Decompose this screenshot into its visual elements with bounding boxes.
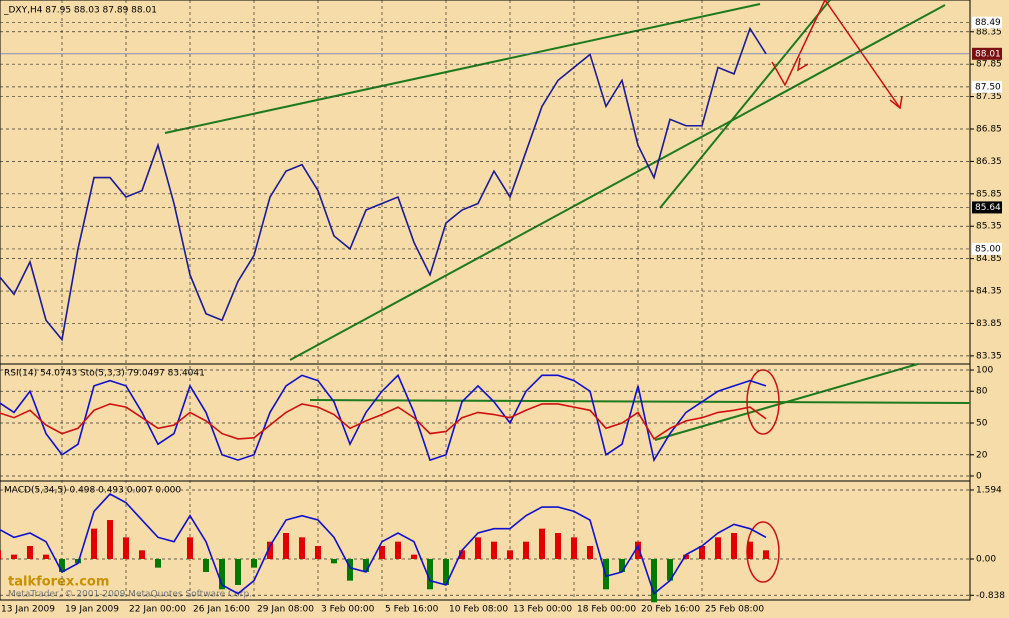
bar: [283, 533, 289, 559]
bar: [651, 558, 657, 603]
series-line: [0, 26, 767, 342]
bar: [635, 541, 641, 559]
y-tick-label: 87.35: [976, 92, 1002, 102]
y-tick-label: 84.85: [976, 254, 1002, 264]
x-tick-label: 19 Jan 2009: [65, 605, 119, 615]
x-tick-label: 10 Feb 08:00: [449, 605, 508, 615]
y-tick-label: 0: [976, 471, 982, 481]
bar: [11, 554, 17, 559]
y-tick-label: 80: [976, 387, 988, 397]
x-tick-label: 5 Feb 16:00: [385, 605, 439, 615]
bar: [315, 546, 321, 559]
bar: [715, 537, 721, 559]
bar: [587, 546, 593, 559]
y-tick-label: 100: [976, 366, 993, 376]
x-tick-label: 13 Jan 2009: [1, 605, 55, 615]
bar: [123, 537, 129, 559]
price-level-label: 88.01: [975, 49, 1001, 59]
x-tick-label: 29 Jan 08:00: [257, 605, 314, 615]
series-line: [0, 403, 767, 441]
bar: [523, 541, 529, 559]
bar: [0, 550, 1, 559]
price-level-box: [972, 47, 1002, 60]
bar: [235, 558, 241, 585]
y-tick-label: -0.838: [976, 591, 1005, 601]
y-tick-label: 83.35: [976, 351, 1002, 361]
y-tick-label: 83.85: [976, 319, 1002, 329]
y-tick-label: 88.35: [976, 27, 1002, 37]
bar: [571, 537, 577, 559]
x-tick-label: 26 Jan 16:00: [193, 605, 250, 615]
bar: [363, 558, 369, 572]
x-tick-label: 22 Jan 00:00: [129, 605, 186, 615]
pane-title: _DXY,H4 87.95 88.03 87.89 88.01: [3, 6, 157, 16]
bar: [187, 537, 193, 559]
x-tick-label: 13 Feb 00:00: [513, 605, 572, 615]
bar: [667, 558, 673, 581]
bar: [443, 558, 449, 585]
bar: [763, 550, 769, 559]
bar: [43, 554, 49, 559]
bar: [507, 550, 513, 559]
y-tick-label: 87.85: [976, 60, 1002, 70]
watermark: MetaTrader, © 2001-2009 MetaQuotes Softw…: [8, 590, 252, 600]
x-tick-label: 3 Feb 00:00: [321, 605, 375, 615]
bar: [683, 554, 689, 559]
bar: [347, 558, 353, 581]
bar: [747, 541, 753, 559]
price-level-box: [972, 242, 1002, 255]
bar: [267, 541, 273, 559]
price-level-label: 88.49: [975, 18, 1001, 28]
bar: [331, 558, 337, 564]
y-tick-label: 86.85: [976, 124, 1002, 134]
bar: [411, 554, 417, 559]
price-level-box: [972, 201, 1002, 214]
series-line: [0, 373, 767, 463]
price-level-box: [972, 80, 1002, 93]
bar: [699, 546, 705, 559]
bar: [59, 558, 65, 572]
y-tick-label: 86.35: [976, 157, 1002, 167]
bar: [107, 520, 113, 559]
bar: [539, 528, 545, 559]
pane-title: MACD(5,34,5) 0.498 0.493 0.007 0.000: [4, 486, 181, 496]
bar: [491, 541, 497, 559]
bar: [459, 550, 465, 559]
bar: [395, 541, 401, 559]
x-tick-label: 18 Feb 00:00: [577, 605, 636, 615]
bar: [139, 550, 145, 559]
bar: [155, 558, 161, 568]
bar: [27, 546, 33, 559]
bar: [555, 533, 561, 559]
bar: [619, 558, 625, 572]
y-tick-label: 84.35: [976, 287, 1002, 297]
y-tick-label: 0.00: [976, 554, 996, 564]
price-level-label: 85.64: [975, 203, 1001, 213]
bar: [475, 537, 481, 559]
bar: [379, 546, 385, 559]
x-tick-label: 25 Feb 08:00: [705, 605, 764, 615]
pane-title: RSI(14) 54.0743 Sto(5,3,3) 79.0497 83.40…: [4, 369, 205, 379]
bar: [203, 558, 209, 572]
price-level-label: 85.00: [975, 244, 1001, 254]
price-level-label: 87.50: [975, 82, 1001, 92]
y-tick-label: 50: [976, 419, 988, 429]
y-tick-label: 85.35: [976, 222, 1002, 232]
plot-frame: [0, 0, 971, 601]
bar: [91, 528, 97, 559]
y-tick-label: 85.85: [976, 189, 1002, 199]
y-tick-label: 20: [976, 450, 988, 460]
bar: [219, 558, 225, 590]
y-tick-label: 1.594: [976, 485, 1002, 495]
bar: [299, 537, 305, 559]
bar: [251, 558, 257, 568]
price-level-box: [972, 16, 1002, 29]
x-tick-label: 20 Feb 16:00: [641, 605, 700, 615]
watermark: talkforex.com: [8, 575, 109, 590]
bar: [731, 533, 737, 559]
bar: [427, 558, 433, 590]
series-line: [0, 493, 767, 595]
